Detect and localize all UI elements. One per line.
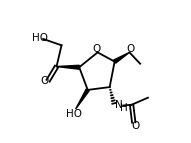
Polygon shape bbox=[114, 52, 129, 63]
Text: H: H bbox=[120, 103, 127, 113]
Polygon shape bbox=[76, 89, 89, 109]
Text: O: O bbox=[92, 44, 100, 54]
Text: O: O bbox=[126, 44, 134, 54]
Text: N: N bbox=[115, 101, 122, 111]
Polygon shape bbox=[57, 65, 79, 69]
Text: HO: HO bbox=[32, 33, 48, 43]
Text: HO: HO bbox=[66, 109, 82, 119]
Text: O: O bbox=[131, 121, 139, 131]
Text: O: O bbox=[40, 76, 49, 86]
